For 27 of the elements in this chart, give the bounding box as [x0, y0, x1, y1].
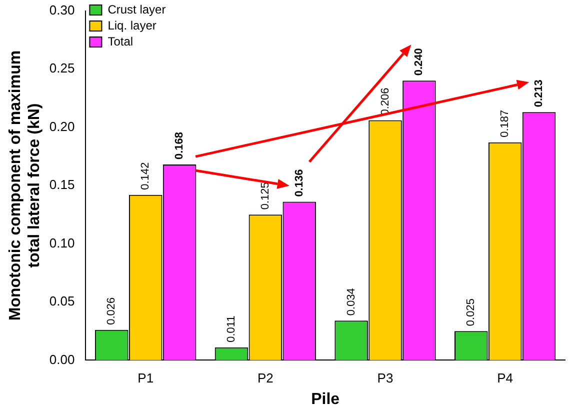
data-label: 0.187 [499, 110, 512, 138]
y-tick-label: 0.00 [49, 352, 75, 367]
data-label: 0.034 [345, 288, 358, 316]
y-tick-label: 0.15 [49, 177, 75, 192]
data-label: 0.142 [140, 162, 152, 190]
data-label: 0.125 [259, 182, 272, 210]
y-tick-label: 0.25 [49, 60, 75, 76]
x-tick-label: P4 [497, 370, 514, 386]
data-label: 0.026 [106, 297, 118, 325]
x-axis-title: Pile [311, 390, 340, 408]
x-tick-label: P2 [257, 370, 274, 386]
data-label: 0.025 [465, 298, 478, 326]
y-tick-label: 0.05 [49, 294, 75, 309]
data-label: 0.011 [226, 316, 238, 342]
y-axis-title: Monotonic component of maximum total lateral force (kN) [7, 50, 44, 321]
x-tick-label: P1 [138, 370, 154, 386]
legend-label: Liq. layer [108, 18, 156, 32]
data-label: 0.240 [413, 48, 426, 76]
y-tick-label: 0.20 [49, 118, 75, 134]
legend-label: Crust layer [108, 2, 166, 16]
legend-label: Total [108, 34, 134, 48]
data-label: 0.136 [293, 169, 306, 197]
x-tick-label: P3 [377, 370, 394, 386]
y-tick-label: 0.10 [49, 235, 75, 250]
data-label: 0.213 [533, 80, 546, 108]
data-label: 0.168 [174, 132, 186, 160]
y-tick-label: 0.30 [49, 2, 75, 18]
